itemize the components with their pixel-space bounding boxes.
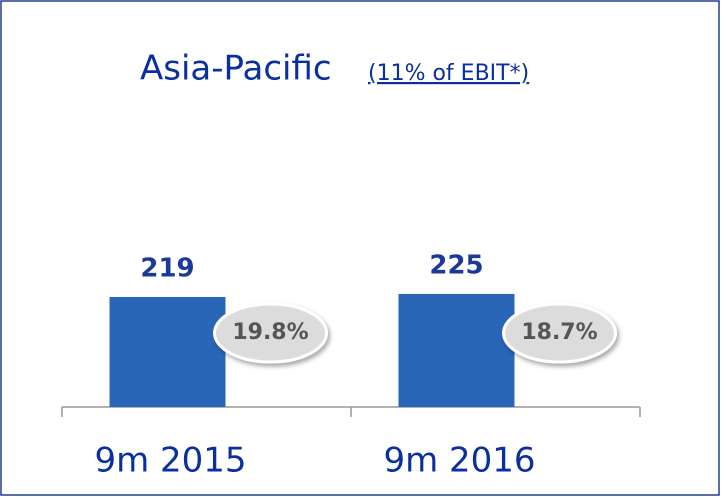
- value-label: 219: [140, 253, 194, 283]
- value-label: 225: [429, 250, 483, 280]
- x-tick-label: 9m 2015: [94, 441, 246, 481]
- chart-subtitle: (11% of EBIT*): [368, 61, 529, 86]
- margin-badge: [213, 302, 328, 364]
- margin-label: 19.8%: [232, 320, 308, 345]
- margin-badge: [502, 302, 617, 364]
- x-tick-label: 9m 2016: [383, 441, 535, 481]
- chart-title: Asia-Pacific: [140, 49, 332, 89]
- bar: [109, 296, 226, 407]
- margin-label: 18.7%: [521, 320, 597, 345]
- bar: [398, 293, 515, 407]
